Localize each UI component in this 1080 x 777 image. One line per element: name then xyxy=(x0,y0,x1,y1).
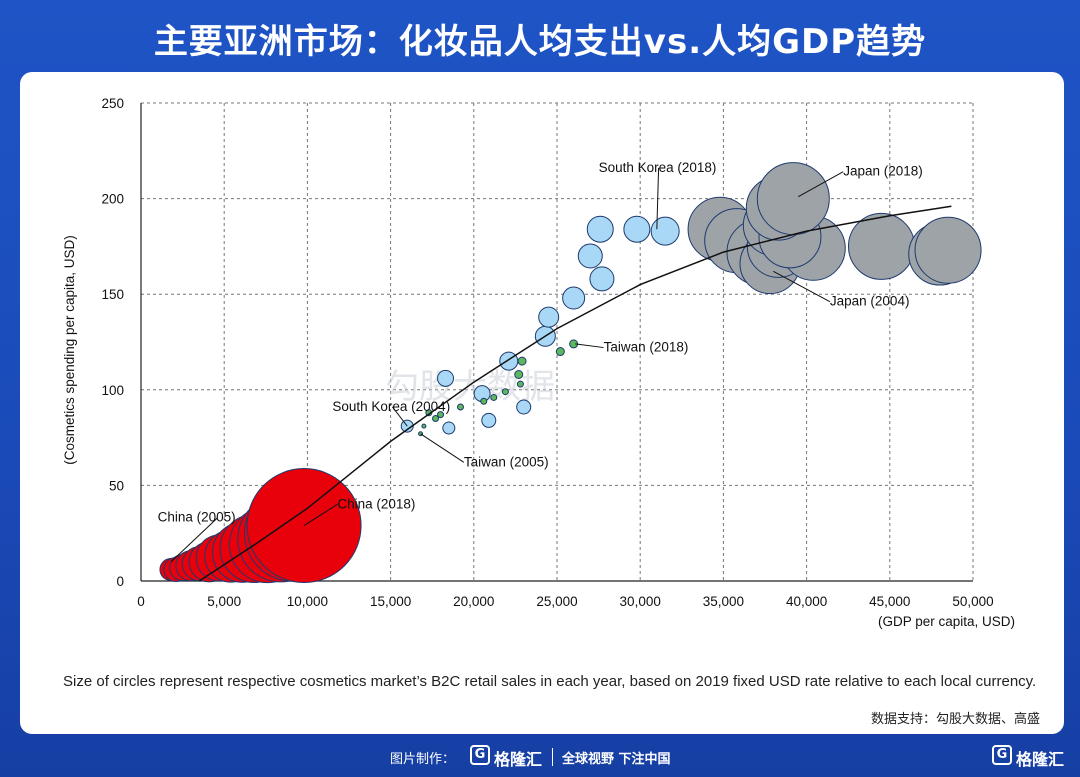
annotation-leader xyxy=(303,503,338,526)
x-tick-label: 10,000 xyxy=(287,594,328,609)
bubble-south-korea xyxy=(481,412,497,428)
annotation-leader xyxy=(656,167,660,230)
bubble-taiwan xyxy=(480,397,488,405)
bubble-taiwan xyxy=(432,414,440,422)
footer-divider xyxy=(552,748,553,766)
annotation-leader xyxy=(391,406,408,427)
x-tick-label: 40,000 xyxy=(786,594,827,609)
bubble-taiwan xyxy=(421,423,427,429)
annotation-leader xyxy=(420,433,465,463)
annotation-leader xyxy=(773,270,831,303)
bubble-japan xyxy=(847,212,915,280)
y-tick-label: 0 xyxy=(116,574,124,589)
annotation-leader xyxy=(575,343,604,349)
bubble-japan xyxy=(914,216,982,284)
bubble-taiwan xyxy=(490,393,498,401)
brand-logo-icon: G xyxy=(470,745,490,765)
y-tick-label: 250 xyxy=(101,96,124,111)
brand-name: 格隆汇 xyxy=(494,750,543,769)
bubble-taiwan xyxy=(437,411,445,419)
watermark-brand: 格隆汇 xyxy=(1016,750,1065,769)
y-tick-label: 150 xyxy=(101,287,124,302)
x-tick-label: 15,000 xyxy=(370,594,411,609)
data-source: 数据支持：勾股大数据、高盛 xyxy=(870,712,1040,727)
bubble-japan xyxy=(756,162,830,236)
annotation-label: China (2005) xyxy=(158,510,236,525)
maker-label: 图片制作： xyxy=(390,752,456,767)
x-tick-label: 0 xyxy=(137,594,145,609)
x-tick-label: 45,000 xyxy=(869,594,910,609)
footer-bar: 图片制作： G 格隆汇 全球视野 下注中国 G 格隆汇 xyxy=(0,742,1080,772)
y-tick-label: 50 xyxy=(109,478,124,493)
y-tick-label: 200 xyxy=(101,192,124,207)
x-axis-title: (GDP per capita, USD) xyxy=(878,614,1015,629)
bubble-taiwan xyxy=(555,347,565,357)
watermark-logo-icon: G xyxy=(992,745,1012,765)
bubble-south-korea xyxy=(577,243,603,269)
bubble-taiwan xyxy=(501,388,509,396)
bubble-south-korea xyxy=(442,421,456,435)
bubble-south-korea xyxy=(516,399,532,415)
annotation-label: South Korea (2004) xyxy=(332,399,450,414)
bubble-south-korea xyxy=(437,369,455,387)
annotation-label: Taiwan (2005) xyxy=(464,454,549,469)
annotation-label: Japan (2018) xyxy=(843,164,923,179)
bubble-taiwan xyxy=(517,356,527,366)
bubble-south-korea xyxy=(538,306,560,328)
annotation-label: Taiwan (2018) xyxy=(604,340,689,355)
bubble-taiwan xyxy=(456,403,464,411)
annotation-label: China (2018) xyxy=(337,496,415,511)
bubble-chart: 0 5,000 10,000 15,000 20,000 25,000 30,000 35,0… xyxy=(62,96,1015,629)
annotation-leader xyxy=(798,171,844,198)
chart-panel: 0 5,000 10,000 15,000 20,000 25,000 30,000 35,0… xyxy=(20,72,1064,734)
bubble-taiwan xyxy=(516,380,524,388)
page-title: 主要亚洲市场：化妆品人均支出vs.人均GDP趋势 xyxy=(153,22,927,62)
brand-slogan: 全球视野 下注中国 xyxy=(562,752,671,767)
bubble-south-korea xyxy=(650,216,680,246)
annotation-label: South Korea (2018) xyxy=(599,160,717,175)
bubble-south-korea xyxy=(562,286,586,310)
x-tick-label: 20,000 xyxy=(453,594,494,609)
bubble-south-korea xyxy=(586,215,614,243)
bubble-south-korea xyxy=(623,215,651,243)
x-tick-label: 30,000 xyxy=(620,594,661,609)
bubble-south-korea xyxy=(589,266,615,292)
annotation-label: Japan (2004) xyxy=(830,294,910,309)
y-tick-label: 100 xyxy=(101,383,124,398)
bubble-taiwan xyxy=(514,370,524,380)
chart-footnote: Size of circles represent respective cos… xyxy=(63,673,1037,690)
annotation-leader xyxy=(170,517,218,563)
trend-line xyxy=(198,205,952,582)
x-tick-label: 5,000 xyxy=(207,594,241,609)
x-tick-label: 25,000 xyxy=(536,594,577,609)
y-axis-title: (Cosmetics spending per capita, USD) xyxy=(62,235,77,465)
x-tick-label: 50,000 xyxy=(952,594,993,609)
x-tick-label: 35,000 xyxy=(703,594,744,609)
